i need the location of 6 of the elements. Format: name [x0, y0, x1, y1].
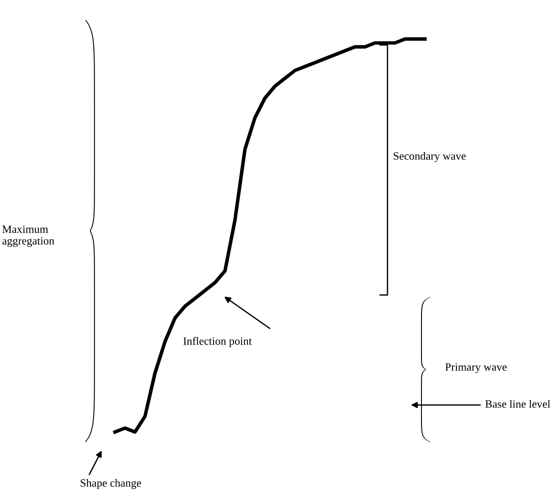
- text: Base line level: [485, 400, 550, 408]
- text: Primary wave: [445, 363, 507, 374]
- text: Maximum aggregation: [2, 225, 54, 247]
- annotation: Secondary wave: [394, 152, 466, 162]
- annotation: Inflection point: [183, 336, 252, 348]
- text: Shape change: [80, 478, 142, 490]
